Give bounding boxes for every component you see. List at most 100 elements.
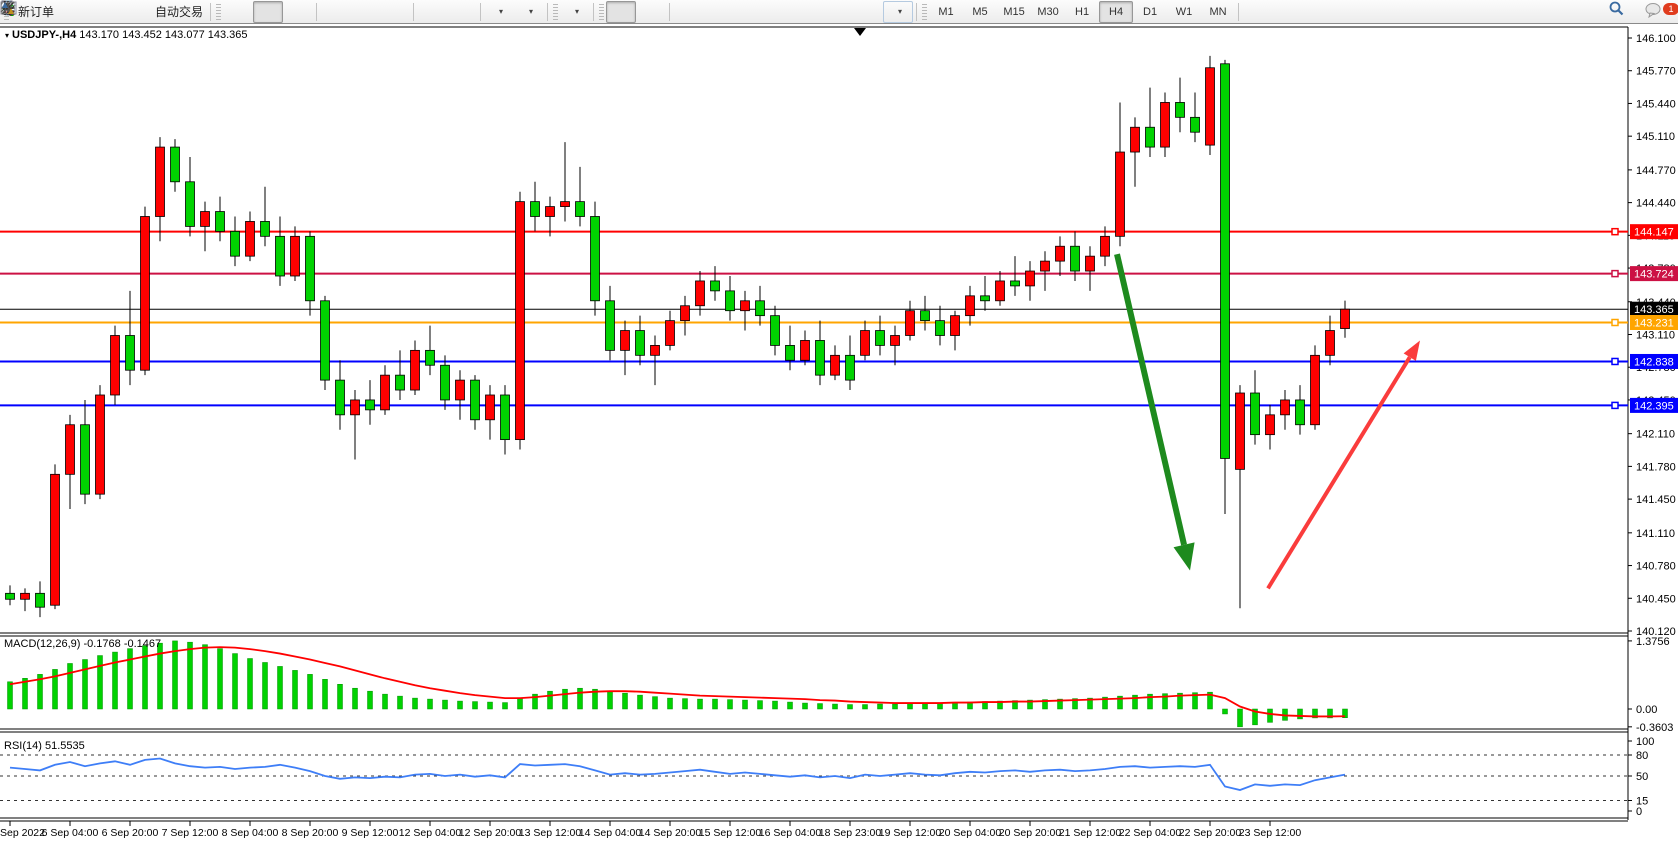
text-label-button[interactable]: T: [1, 1, 883, 23]
rsi-indicator-label: RSI(14) 51.5535: [4, 740, 85, 752]
timeframe-button-d1[interactable]: D1: [1143, 5, 1158, 18]
svg-text:12 Sep 04:00: 12 Sep 04:00: [399, 827, 462, 839]
timeframe-button-h1[interactable]: H1: [1075, 5, 1090, 18]
chevron-down-icon: ▾: [499, 7, 504, 16]
svg-text:1.3756: 1.3756: [1636, 636, 1670, 648]
svg-text:13 Sep 12:00: 13 Sep 12:00: [519, 827, 582, 839]
svg-text:14 Sep 20:00: 14 Sep 20:00: [639, 827, 702, 839]
svg-text:0.00: 0.00: [1636, 704, 1657, 716]
text-button[interactable]: A: [3, 1, 853, 23]
svg-text:20 Sep 20:00: 20 Sep 20:00: [999, 827, 1062, 839]
cursor-button[interactable]: [4, 0, 637, 23]
candlestick-chart-button[interactable]: [1, 0, 284, 23]
toolbar-separator: [916, 2, 918, 21]
indicators-button[interactable]: ▾: [0, 1, 590, 23]
zoom-out-button[interactable]: [1, 1, 380, 23]
macd-indicator-label: MACD(12,26,9) -0.1768 -0.1467: [4, 638, 162, 650]
toolbar-grip[interactable]: [216, 3, 222, 20]
svg-text:6 Sep 20:00: 6 Sep 20:00: [102, 827, 159, 839]
svg-text:50: 50: [1636, 771, 1648, 783]
svg-text:6 Sep 04:00: 6 Sep 04:00: [42, 827, 99, 839]
svg-text:15 Sep 12:00: 15 Sep 12:00: [699, 827, 762, 839]
svg-text:-0.3603: -0.3603: [1636, 722, 1673, 734]
auto-scroll-button[interactable]: [1, 1, 447, 23]
toolbar-separator: [593, 2, 595, 21]
toolbar-separator: [480, 2, 482, 21]
trend-arrows[interactable]: [1114, 253, 1420, 590]
trendline-button[interactable]: [1, 1, 763, 23]
svg-text:9 Sep 12:00: 9 Sep 12:00: [342, 827, 399, 839]
main-toolbar: 新订单 自动交易 ▾ ▾: [0, 0, 1678, 24]
toolbar-separator: [413, 2, 415, 21]
shapes-button[interactable]: ▾: [2, 0, 914, 23]
line-chart-button[interactable]: [0, 1, 313, 23]
alerts-button[interactable]: [0, 0, 148, 23]
chart-shift-button[interactable]: [1, 1, 477, 23]
new-chart-button[interactable]: ▾: [0, 1, 514, 23]
vertical-line-button[interactable]: [4, 1, 703, 23]
timeframe-button-m1[interactable]: M1: [938, 5, 954, 18]
svg-text:145.110: 145.110: [1636, 131, 1675, 143]
svg-text:21 Sep 12:00: 21 Sep 12:00: [1059, 827, 1122, 839]
svg-text:0: 0: [1636, 806, 1642, 818]
svg-text:142.395: 142.395: [1634, 400, 1674, 412]
svg-text:144.440: 144.440: [1636, 198, 1676, 210]
svg-text:7 Sep 12:00: 7 Sep 12:00: [162, 827, 219, 839]
svg-text:15: 15: [1636, 796, 1648, 808]
horizontal-line-button[interactable]: [1, 1, 733, 23]
svg-text:140.120: 140.120: [1636, 626, 1676, 638]
chevron-down-icon: ▾: [529, 7, 534, 16]
chevron-down-icon: ▾: [575, 7, 580, 16]
fibonacci-button[interactable]: F: [1, 1, 823, 23]
timeframe-button-w1[interactable]: W1: [1175, 5, 1193, 18]
toolbar-separator: [316, 2, 318, 21]
window-marker-icon: ▾: [5, 31, 10, 40]
search-button[interactable]: [1608, 1, 1638, 23]
new-order-button[interactable]: 新订单: [1, 0, 58, 23]
timeframe-button-m5[interactable]: M5: [972, 5, 988, 18]
toolbar-grip[interactable]: [599, 3, 605, 20]
svg-text:19 Sep 12:00: 19 Sep 12:00: [879, 827, 942, 839]
svg-text:142.838: 142.838: [1634, 356, 1674, 368]
timeframe-button-m30[interactable]: M30: [1037, 5, 1059, 18]
toolbar-separator: [1238, 2, 1240, 21]
zoom-in-button[interactable]: [1, 1, 350, 23]
timeframe-button-m15[interactable]: M15: [1003, 5, 1025, 18]
toolbar-separator: [669, 2, 671, 21]
chart-shift-marker[interactable]: [854, 28, 866, 36]
svg-text:16 Sep 04:00: 16 Sep 04:00: [759, 827, 822, 839]
chart-styles-button[interactable]: [1, 1, 88, 23]
bar-chart-button[interactable]: [1, 1, 253, 23]
svg-text:A: A: [3, 1, 12, 16]
timeframe-button-h4[interactable]: H4: [1099, 0, 1134, 23]
svg-text:T: T: [5, 3, 12, 15]
timeframe-button-mn[interactable]: MN: [1209, 5, 1227, 18]
notification-badge: 1: [1663, 3, 1678, 15]
tile-windows-button[interactable]: [1, 1, 410, 23]
crosshair-button[interactable]: [1, 1, 666, 23]
equidistant-channel-button[interactable]: E: [0, 1, 793, 23]
svg-text:143.724: 143.724: [1634, 269, 1674, 281]
svg-text:80: 80: [1636, 750, 1648, 762]
symbol-name: USDJPY-,H4: [12, 29, 77, 41]
svg-text:22 Sep 20:00: 22 Sep 20:00: [1179, 827, 1242, 839]
toolbar-grip[interactable]: [553, 3, 559, 20]
period-button[interactable]: ▾: [0, 0, 544, 23]
svg-text:142.110: 142.110: [1636, 429, 1675, 441]
toolbar-grip[interactable]: [922, 3, 928, 20]
autotrade-button[interactable]: 自动交易: [0, 1, 207, 23]
svg-text:145.440: 145.440: [1636, 98, 1676, 110]
svg-text:140.780: 140.780: [1636, 561, 1676, 573]
svg-text:20 Sep 04:00: 20 Sep 04:00: [939, 827, 1002, 839]
horizontal-lines[interactable]: [0, 227, 1628, 410]
profiles-button[interactable]: [0, 1, 118, 23]
svg-text:8 Sep 20:00: 8 Sep 20:00: [282, 827, 339, 839]
svg-text:143.365: 143.365: [1634, 304, 1674, 316]
svg-text:100: 100: [1636, 736, 1654, 748]
chart-frame: [0, 26, 1629, 822]
new-order-label: 新订单: [18, 5, 55, 19]
svg-text:143.110: 143.110: [1636, 330, 1675, 342]
notifications-button[interactable]: 1: [1644, 1, 1678, 23]
